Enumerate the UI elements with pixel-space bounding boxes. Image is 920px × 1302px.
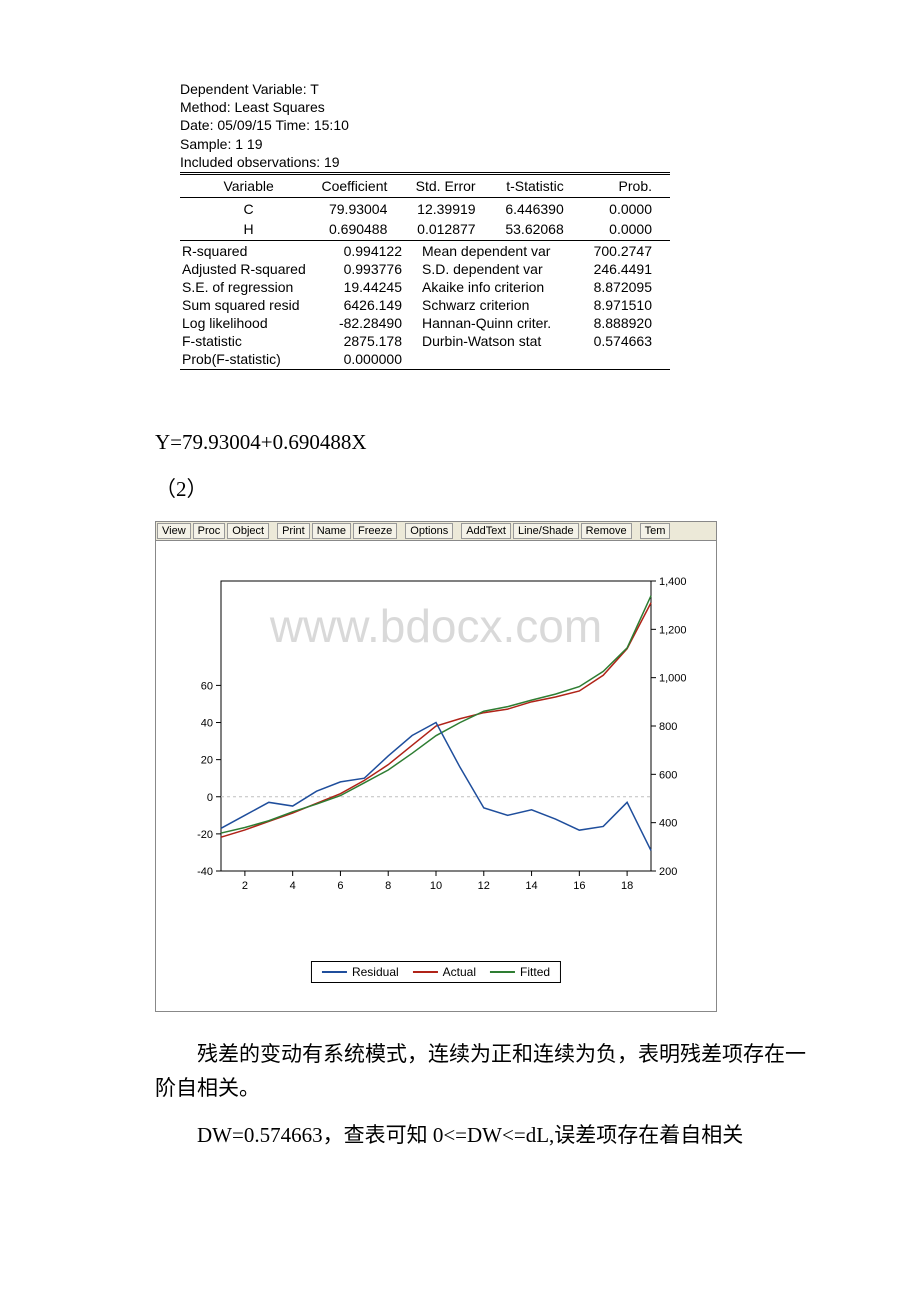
legend-label: Actual <box>443 965 476 979</box>
toolbar-lineshade-button[interactable]: Line/Shade <box>513 523 579 539</box>
toolbar-remove-button[interactable]: Remove <box>581 523 632 539</box>
svg-text:-20: -20 <box>197 829 213 841</box>
body-text: 残差的变动有系统模式，连续为正和连续为负，表明残差项存在一阶自相关。 DW=0.… <box>155 1038 810 1153</box>
paragraph: DW=0.574663，查表可知 0<=DW<=dL,误差项存在着自相关 <box>155 1119 810 1153</box>
toolbar-print-button[interactable]: Print <box>277 523 310 539</box>
toolbar-name-button[interactable]: Name <box>312 523 351 539</box>
legend-swatch <box>490 971 515 973</box>
svg-text:1,000: 1,000 <box>659 673 687 685</box>
legend-swatch <box>413 971 438 973</box>
svg-text:20: 20 <box>201 755 213 767</box>
svg-text:18: 18 <box>621 880 633 892</box>
toolbar-template-button[interactable]: Tem <box>640 523 671 539</box>
toolbar-addtext-button[interactable]: AddText <box>461 523 511 539</box>
svg-text:8: 8 <box>385 880 391 892</box>
col-header: Variable <box>180 176 317 196</box>
svg-text:1,400: 1,400 <box>659 576 687 588</box>
legend-item: Actual <box>413 965 476 979</box>
legend-label: Fitted <box>520 965 550 979</box>
stats-grid: R-squared0.994122Mean dependent var700.2… <box>180 242 670 368</box>
paragraph: 残差的变动有系统模式，连续为正和连续为负，表明残差项存在一阶自相关。 <box>155 1038 810 1105</box>
chart-legend: Residual Actual Fitted <box>311 961 561 983</box>
header-line: Included observations: 19 <box>180 153 670 171</box>
chart-toolbar: View Proc Object Print Name Freeze Optio… <box>155 521 717 541</box>
svg-text:40: 40 <box>201 717 213 729</box>
section-label: （2） <box>155 473 810 503</box>
toolbar-freeze-button[interactable]: Freeze <box>353 523 397 539</box>
coefficients-table: Variable Coefficient Std. Error t-Statis… <box>180 176 670 196</box>
coefficients-body: C 79.93004 12.39919 6.446390 0.0000 H 0.… <box>180 199 670 239</box>
svg-text:200: 200 <box>659 866 677 878</box>
svg-text:16: 16 <box>573 880 585 892</box>
svg-text:0: 0 <box>207 792 213 804</box>
svg-text:1,200: 1,200 <box>659 624 687 636</box>
regression-header: Dependent Variable: T Method: Least Squa… <box>180 80 670 173</box>
svg-text:2: 2 <box>242 880 248 892</box>
col-header: Prob. <box>582 176 670 196</box>
coef-row: H 0.690488 0.012877 53.62068 0.0000 <box>180 219 670 239</box>
toolbar-proc-button[interactable]: Proc <box>193 523 226 539</box>
svg-text:600: 600 <box>659 769 677 781</box>
header-line: Dependent Variable: T <box>180 80 670 98</box>
col-header: Std. Error <box>405 176 493 196</box>
coef-row: C 79.93004 12.39919 6.446390 0.0000 <box>180 199 670 219</box>
header-line: Sample: 1 19 <box>180 135 670 153</box>
legend-item: Fitted <box>490 965 550 979</box>
col-header: Coefficient <box>317 176 405 196</box>
svg-text:6: 6 <box>337 880 343 892</box>
toolbar-view-button[interactable]: View <box>157 523 191 539</box>
legend-label: Residual <box>352 965 399 979</box>
legend-item: Residual <box>322 965 399 979</box>
regression-output: Dependent Variable: T Method: Least Squa… <box>180 80 670 370</box>
svg-text:10: 10 <box>430 880 442 892</box>
svg-text:4: 4 <box>290 880 296 892</box>
chart-plot-area: www.bdocx.com 24681012141618-40-20020406… <box>155 541 717 1012</box>
col-header: t-Statistic <box>494 176 582 196</box>
toolbar-object-button[interactable]: Object <box>227 523 269 539</box>
chart-window: View Proc Object Print Name Freeze Optio… <box>155 521 717 1012</box>
header-line: Method: Least Squares <box>180 98 670 116</box>
legend-swatch <box>322 971 347 973</box>
svg-text:-40: -40 <box>197 866 213 878</box>
svg-text:400: 400 <box>659 818 677 830</box>
header-line: Date: 05/09/15 Time: 15:10 <box>180 116 670 134</box>
svg-text:12: 12 <box>478 880 490 892</box>
regression-equation: Y=79.93004+0.690488X <box>155 430 810 455</box>
chart-svg: 2 4 6 8 10 12 14 16 18 -40 -20 0 20 40 60 200 400 600 800 1… <box>171 561 701 911</box>
svg-text:800: 800 <box>659 721 677 733</box>
svg-text:14: 14 <box>525 880 537 892</box>
toolbar-options-button[interactable]: Options <box>405 523 453 539</box>
svg-text:60: 60 <box>201 680 213 692</box>
